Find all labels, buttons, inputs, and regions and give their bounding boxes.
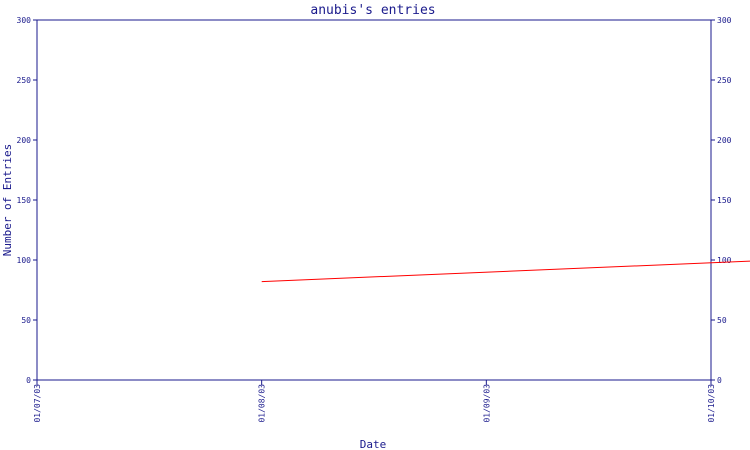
y-tick-label-right: 300 — [717, 16, 732, 25]
y-axis-label: Number of Entries — [1, 144, 14, 257]
y-tick-label-right: 50 — [717, 316, 727, 325]
x-tick-label: 01/08/03 — [258, 384, 267, 423]
y-axis-left: 0 50 100 150 200 250 300 — [17, 16, 37, 385]
x-tick-label: 01/09/03 — [482, 384, 491, 423]
y-tick-label-left: 0 — [26, 376, 31, 385]
y-tick-label-right: 0 — [717, 376, 722, 385]
x-tick-label: 01/10/03 — [707, 384, 716, 423]
y-tick-label-right: 200 — [717, 136, 732, 145]
y-axis-right: 0 50 100 150 200 250 300 — [711, 16, 732, 385]
x-axis: 01/07/03 01/08/03 01/09/03 01/10/03 — [33, 380, 716, 423]
y-tick-label-left: 250 — [17, 76, 32, 85]
chart-title: anubis's entries — [310, 3, 435, 18]
x-axis-label: Date — [360, 438, 387, 450]
y-tick-label-right: 250 — [717, 76, 732, 85]
y-tick-label-left: 300 — [17, 16, 32, 25]
y-tick-label-left: 200 — [17, 136, 32, 145]
y-tick-label-right: 150 — [717, 196, 732, 205]
y-tick-label-left: 50 — [21, 316, 31, 325]
y-tick-label-right: 100 — [717, 256, 732, 265]
series-layer — [261, 260, 750, 283]
y-tick-label-left: 150 — [17, 196, 32, 205]
x-tick-label: 01/07/03 — [33, 384, 42, 423]
plot-area — [36, 19, 712, 381]
y-tick-label-left: 100 — [17, 256, 32, 265]
series-line — [261, 260, 750, 283]
